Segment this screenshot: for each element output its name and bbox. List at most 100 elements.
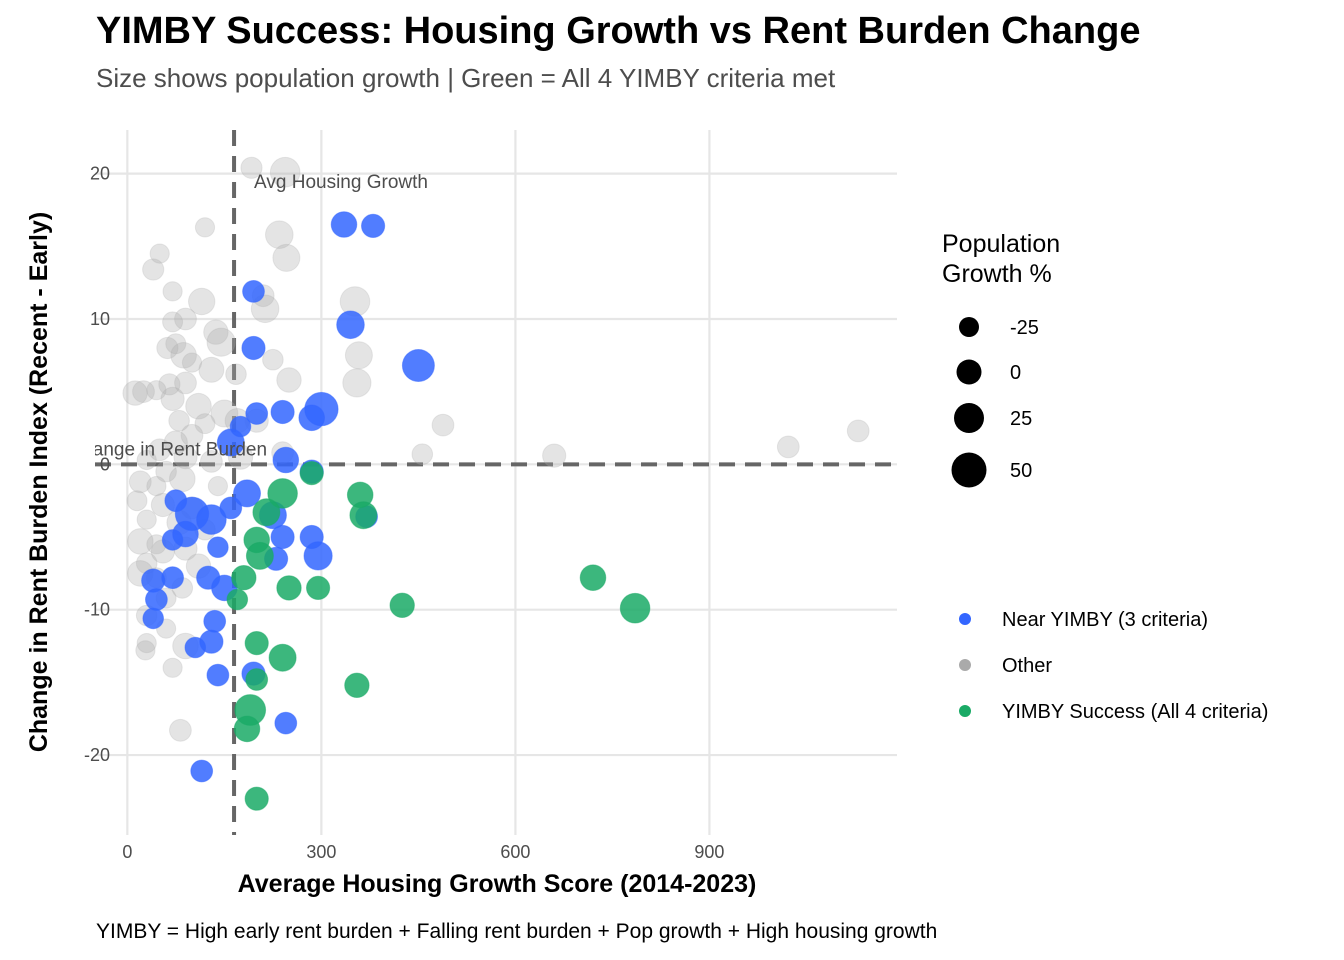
reference-labels: Avg Housing Growth No Change in Rent Burd… — [39, 172, 428, 461]
point-other — [162, 657, 183, 678]
point-other — [170, 342, 197, 369]
y-tick-label: 10 — [90, 309, 110, 329]
point-other — [342, 368, 372, 398]
point-yimby-success — [233, 715, 261, 743]
point-other — [148, 438, 172, 462]
point-yimby-success — [306, 575, 331, 601]
color-legend-key — [959, 705, 971, 717]
point-near-yimby — [272, 446, 300, 474]
size-legend-symbol — [954, 403, 984, 433]
color-legend-key — [959, 659, 971, 671]
x-tick-label: 900 — [694, 842, 724, 862]
point-yimby-success — [226, 588, 249, 611]
point-other — [160, 386, 185, 411]
point-other — [162, 281, 183, 302]
y-tick-label: -10 — [84, 600, 110, 620]
chart-caption: YIMBY = High early rent burden + Falling… — [96, 920, 938, 943]
point-other — [188, 287, 216, 316]
point-other — [200, 450, 223, 473]
color-legend-key — [959, 613, 971, 625]
size-legend-symbol — [959, 317, 979, 337]
y-axis-title: Change in Rent Burden Index (Recent - Ea… — [25, 212, 53, 752]
point-other — [846, 419, 870, 443]
point-yimby-success — [268, 643, 297, 672]
y-tick-label: 20 — [90, 164, 110, 184]
point-near-yimby — [298, 404, 326, 432]
point-other — [225, 363, 247, 386]
x-tick-label: 300 — [306, 842, 336, 862]
x-axis-title: Average Housing Growth Score (2014-2023) — [238, 870, 757, 898]
point-other — [174, 307, 197, 331]
point-yimby-success — [579, 564, 607, 592]
x-tick-label: 0 — [122, 842, 132, 862]
point-yimby-success — [349, 501, 378, 530]
point-other — [146, 380, 167, 401]
point-yimby-success — [619, 592, 651, 624]
point-yimby-success — [299, 461, 324, 486]
point-other — [250, 294, 280, 324]
axis-ticks: 0 300 600 900 -20 -10 0 10 20 — [84, 164, 724, 862]
point-other — [146, 476, 167, 497]
point-other — [158, 373, 181, 396]
point-near-yimby — [330, 211, 358, 238]
point-other — [542, 443, 567, 468]
size-legend-title: Population — [942, 230, 1060, 258]
point-near-yimby — [361, 213, 386, 238]
point-other — [194, 217, 216, 238]
point-other — [776, 435, 800, 459]
point-other — [203, 319, 229, 345]
point-other — [181, 352, 203, 373]
y-tick-label: -20 — [84, 745, 110, 765]
point-other — [142, 258, 165, 281]
point-near-yimby — [274, 711, 298, 735]
size-legend-label: -25 — [1010, 317, 1039, 339]
point-other — [165, 333, 187, 355]
point-other — [169, 718, 192, 742]
point-other — [194, 413, 216, 435]
point-other — [128, 470, 152, 494]
point-near-yimby — [196, 504, 227, 535]
point-other — [135, 640, 156, 661]
point-near-yimby — [219, 496, 243, 520]
size-legend-label: 50 — [1010, 460, 1032, 482]
point-yimby-success — [231, 565, 257, 591]
point-other — [206, 327, 236, 357]
point-near-yimby — [207, 536, 229, 559]
point-other — [163, 430, 188, 455]
color-legend-label: YIMBY Success (All 4 criteria) — [1002, 701, 1268, 723]
point-other — [240, 156, 263, 179]
point-near-yimby — [233, 479, 261, 508]
y-tick-label: 0 — [100, 454, 110, 474]
point-near-yimby — [206, 663, 230, 687]
point-other — [136, 449, 157, 471]
point-yimby-success — [344, 672, 370, 698]
point-other — [168, 409, 190, 432]
point-yimby-success — [276, 575, 302, 601]
x-tick-label: 600 — [500, 842, 530, 862]
point-other — [126, 490, 148, 512]
point-yimby-success — [245, 668, 269, 691]
point-near-yimby — [270, 399, 295, 425]
point-other — [155, 460, 177, 483]
point-near-yimby — [242, 280, 265, 303]
size-legend-symbol — [951, 452, 987, 488]
point-other — [344, 341, 373, 370]
point-other — [262, 348, 284, 371]
point-other — [162, 311, 184, 333]
point-yimby-success — [267, 478, 298, 509]
no-change-label: No Change in Rent Burden — [39, 440, 267, 461]
point-yimby-success — [245, 541, 274, 570]
point-yimby-success — [389, 592, 415, 618]
point-other — [149, 243, 170, 264]
size-legend-label: 25 — [1010, 408, 1032, 430]
point-other — [207, 476, 228, 497]
point-near-yimby — [161, 566, 185, 590]
point-other — [272, 243, 301, 272]
point-other — [156, 336, 179, 360]
point-other — [169, 465, 196, 493]
size-legend-title: Growth % — [942, 260, 1052, 288]
size-legend-symbol — [956, 359, 982, 385]
point-other — [276, 367, 302, 393]
chart-subtitle: Size shows population growth | Green = A… — [96, 63, 836, 93]
